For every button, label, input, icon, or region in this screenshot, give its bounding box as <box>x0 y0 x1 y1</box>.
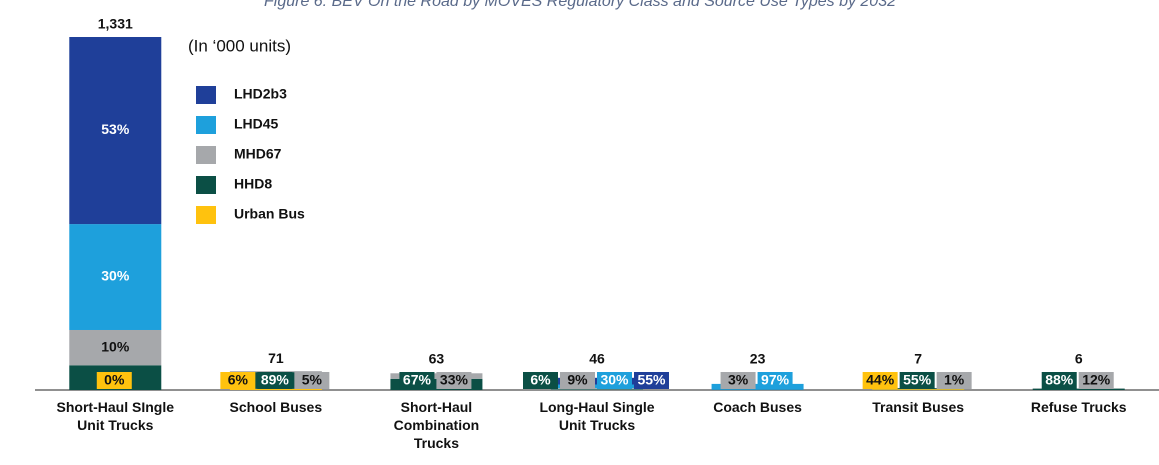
segment-label: 12% <box>1082 372 1111 388</box>
segment-label: 0% <box>104 372 125 388</box>
segment-label: 67% <box>403 372 432 388</box>
segment-label: 33% <box>440 372 469 388</box>
segment-label: 30% <box>600 372 629 388</box>
label-box <box>1041 372 1077 389</box>
segment-label: 10% <box>101 338 130 354</box>
legend-label: MHD67 <box>234 146 282 162</box>
legend-swatch <box>196 116 216 134</box>
bar-segment <box>69 329 162 366</box>
legend-swatch <box>196 146 216 164</box>
label-box <box>399 372 435 389</box>
category-label: Refuse Trucks <box>1031 399 1127 415</box>
segment-label: 53% <box>101 121 130 137</box>
segment-label: 55% <box>903 372 932 388</box>
total-label: 46 <box>589 351 605 367</box>
label-box <box>257 372 293 389</box>
segment-label: 6% <box>228 372 249 388</box>
bar-segment <box>229 388 322 390</box>
chart-title: Figure 6. BEV On the Road by MOVES Regul… <box>264 0 896 10</box>
label-box <box>96 372 132 389</box>
category-label: Transit Buses <box>872 399 964 415</box>
label-box <box>1078 372 1114 389</box>
legend-swatch <box>196 206 216 224</box>
bar-segment <box>551 389 643 390</box>
total-label: 71 <box>268 350 284 366</box>
legend-swatch <box>196 176 216 194</box>
label-box <box>294 372 330 389</box>
category-label: School Buses <box>230 399 323 415</box>
bar-segment <box>1032 388 1125 390</box>
bar-segment <box>69 37 162 225</box>
category-label: Short-Haul SIngle Unit Trucks <box>57 399 175 433</box>
label-box <box>436 372 472 389</box>
label-box <box>862 372 898 389</box>
segment-label: 3% <box>728 372 749 388</box>
total-label: 63 <box>429 351 445 367</box>
segment-label: 88% <box>1045 372 1074 388</box>
bar-segment <box>69 224 162 330</box>
segment-label: 5% <box>302 372 323 388</box>
category-label: Long-Haul Single Unit Trucks <box>539 399 654 433</box>
legend-label: LHD45 <box>234 116 279 132</box>
label-box <box>936 372 972 389</box>
bar-segment <box>229 371 322 373</box>
label-box <box>597 372 632 389</box>
legend-label: HHD8 <box>234 176 272 192</box>
label-box <box>560 372 595 389</box>
segment-label: 97% <box>761 372 790 388</box>
segment-label: 9% <box>567 372 588 388</box>
segment-label: 30% <box>101 268 130 284</box>
legend-label: LHD2b3 <box>234 86 287 102</box>
label-box <box>720 372 756 389</box>
bar-segment <box>872 389 965 390</box>
unit-note: (In ‘000 units) <box>188 36 291 55</box>
label-box <box>634 372 669 389</box>
segment-label: 44% <box>866 372 895 388</box>
label-box <box>220 372 256 389</box>
label-box <box>757 372 793 389</box>
category-label: Short-Haul Combination Trucks <box>394 399 480 451</box>
total-label: 1,331 <box>98 16 133 32</box>
legend-label: Urban Bus <box>234 206 305 222</box>
label-box <box>523 372 558 389</box>
segment-label: 89% <box>261 372 290 388</box>
total-label: 6 <box>1075 351 1083 367</box>
legend-swatch <box>196 86 216 104</box>
label-box <box>899 372 935 389</box>
segment-label: 1% <box>944 372 965 388</box>
total-label: 7 <box>914 351 922 367</box>
category-label: Coach Buses <box>713 399 802 415</box>
total-label: 23 <box>750 351 766 367</box>
segment-label: 55% <box>637 372 666 388</box>
segment-label: 6% <box>530 372 551 388</box>
